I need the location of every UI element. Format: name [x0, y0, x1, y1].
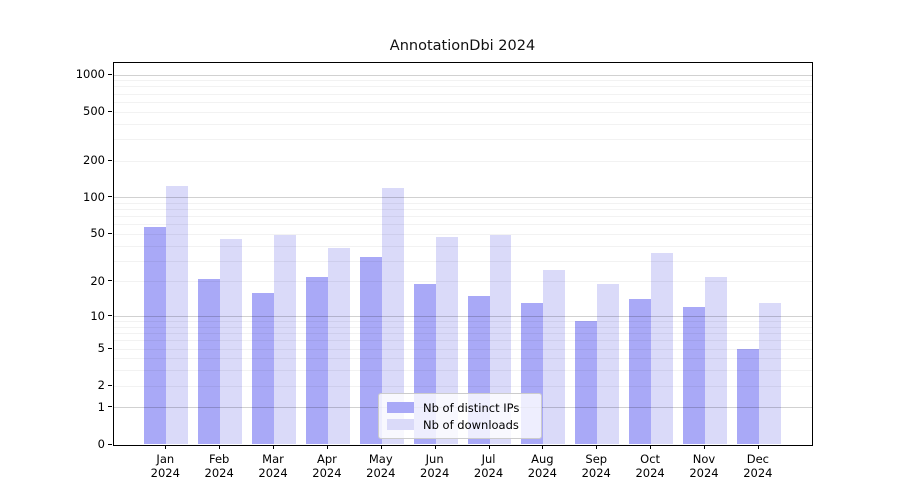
minor-gridline [114, 160, 812, 162]
x-tick-mark [165, 445, 167, 449]
y-tick-label: 5 [97, 341, 105, 356]
y-tick-mark [108, 347, 112, 349]
minor-gridline [114, 93, 812, 95]
bar-downloads-dec [758, 303, 781, 445]
minor-gridline [114, 111, 812, 113]
bar-downloads-mar [274, 235, 296, 445]
y-tick-label: 100 [83, 189, 105, 204]
y-tick-mark [108, 443, 112, 445]
minor-gridline [114, 80, 812, 82]
y-tick-mark [108, 73, 112, 75]
x-tick-mark [542, 445, 544, 449]
x-tick-label-mar: Mar 2024 [258, 451, 288, 480]
y-tick-mark [108, 232, 112, 234]
x-tick-mark [273, 445, 275, 449]
bar-distinct-ips-oct [629, 299, 652, 445]
minor-gridline [114, 245, 812, 247]
y-tick-label: 1 [97, 399, 105, 414]
x-tick-mark [704, 445, 705, 449]
minor-gridline [114, 101, 812, 103]
y-tick-label: 500 [83, 104, 105, 119]
bar-distinct-ips-mar [252, 292, 275, 445]
x-tick-mark [380, 445, 382, 449]
legend-row-downloads: Nb of downloads [387, 416, 533, 433]
major-gridline [114, 74, 812, 76]
legend-swatch-downloads [387, 419, 414, 430]
x-tick-mark [488, 445, 490, 449]
y-tick-label: 1000 [75, 67, 105, 82]
y-tick-label: 20 [90, 273, 105, 288]
bar-distinct-ips-may [359, 257, 382, 445]
bar-downloads-apr [327, 248, 350, 445]
bar-downloads-jan [166, 185, 189, 445]
legend-swatch-distinct-ips [387, 402, 414, 413]
bar-distinct-ips-sep [575, 321, 598, 445]
x-tick-mark [757, 445, 759, 449]
y-tick-label: 10 [90, 308, 105, 323]
x-tick-mark [434, 445, 436, 449]
minor-gridline [114, 216, 812, 218]
x-tick-label-sep: Sep 2024 [581, 451, 611, 480]
minor-gridline [114, 202, 812, 204]
y-tick-mark [108, 196, 112, 198]
bar-downloads-jun [435, 237, 458, 445]
bar-downloads-aug [543, 270, 566, 445]
x-tick-mark [596, 445, 598, 449]
y-tick-label: 50 [90, 226, 105, 241]
minor-gridline [114, 86, 812, 88]
y-tick-mark [108, 315, 112, 317]
plot-area [113, 62, 813, 446]
bar-downloads-may [381, 187, 404, 445]
bar-distinct-ips-jan [144, 227, 167, 445]
legend: Nb of distinct IPs Nb of downloads [378, 393, 542, 439]
y-tick-mark [108, 384, 112, 386]
minor-gridline [114, 260, 812, 262]
x-tick-label-jun: Jun 2024 [420, 451, 450, 480]
y-tick-label: 0 [97, 437, 105, 451]
legend-label: Nb of downloads [423, 417, 519, 432]
x-tick-mark [326, 445, 328, 449]
minor-gridline [114, 233, 812, 235]
x-tick-label-aug: Aug 2024 [527, 451, 558, 480]
x-tick-label-nov: Nov 2024 [689, 451, 719, 480]
chart-title: AnnotationDbi 2024 [389, 38, 536, 54]
bar-distinct-ips-apr [306, 276, 328, 445]
x-tick-label-feb: Feb 2024 [204, 451, 234, 480]
x-tick-label-oct: Oct 2024 [635, 451, 665, 480]
minor-gridline [114, 123, 812, 125]
x-tick-mark [219, 445, 221, 449]
y-tick-label: 2 [97, 378, 105, 393]
bar-downloads-jul [489, 235, 512, 445]
minor-gridline [114, 224, 812, 226]
x-tick-label-may: May 2024 [366, 451, 396, 480]
minor-gridline [114, 209, 812, 211]
minor-gridline [114, 138, 812, 140]
x-tick-label-dec: Dec 2024 [743, 451, 773, 480]
x-tick-mark [650, 445, 652, 449]
y-tick-mark [108, 159, 112, 161]
y-tick-label: 200 [83, 153, 105, 168]
y-tick-mark [108, 280, 112, 282]
bar-downloads-oct [651, 252, 674, 445]
x-tick-label-jan: Jan 2024 [150, 451, 180, 480]
x-tick-label-apr: Apr 2024 [312, 451, 342, 480]
bar-downloads-sep [597, 284, 620, 445]
bar-distinct-ips-feb [198, 278, 221, 445]
y-tick-mark [108, 110, 112, 112]
y-tick-mark [108, 406, 112, 408]
legend-label: Nb of distinct IPs [423, 400, 520, 415]
bar-distinct-ips-dec [736, 348, 759, 445]
bar-downloads-feb [220, 239, 243, 445]
bar-downloads-nov [705, 276, 727, 445]
major-gridline [114, 197, 812, 199]
bar-distinct-ips-nov [683, 307, 705, 445]
x-tick-label-jul: Jul 2024 [473, 451, 504, 480]
legend-row-distinct-ips: Nb of distinct IPs [387, 399, 533, 416]
